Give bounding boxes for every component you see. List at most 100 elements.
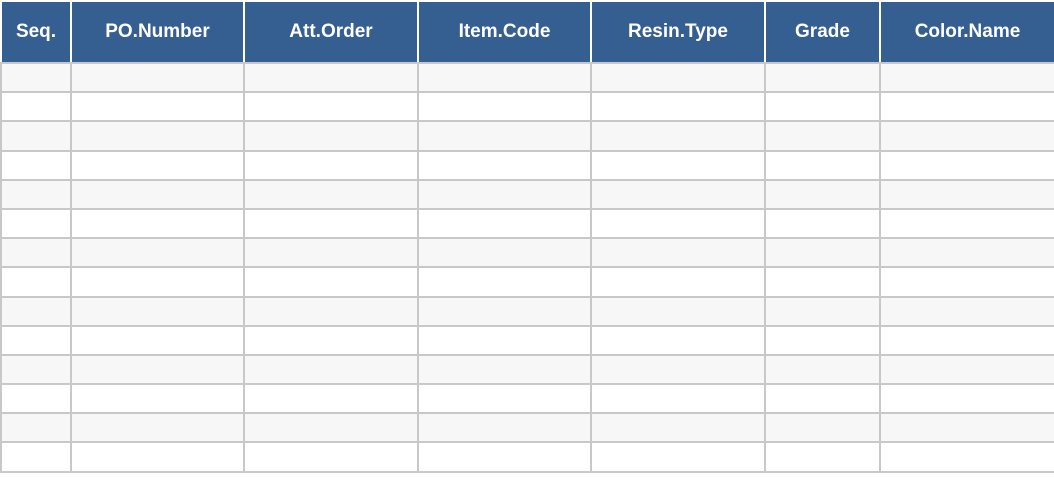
- table-cell[interactable]: [590, 207, 766, 240]
- table-cell[interactable]: [879, 353, 1054, 386]
- table-cell[interactable]: [70, 266, 245, 298]
- column-header-po-number[interactable]: PO.Number: [70, 0, 245, 64]
- table-cell[interactable]: [0, 383, 72, 415]
- table-cell[interactable]: [879, 295, 1054, 327]
- table-cell[interactable]: [590, 61, 766, 94]
- table-cell[interactable]: [590, 91, 766, 123]
- table-cell[interactable]: [70, 295, 245, 327]
- column-header-att-order[interactable]: Att.Order: [243, 0, 419, 64]
- table-cell[interactable]: [243, 91, 419, 123]
- table-cell[interactable]: [0, 207, 72, 240]
- table-cell[interactable]: [879, 324, 1054, 356]
- table-cell[interactable]: [243, 295, 419, 327]
- table-cell[interactable]: [764, 61, 881, 94]
- table-cell[interactable]: [417, 91, 592, 123]
- table-cell[interactable]: [0, 120, 72, 152]
- table-cell[interactable]: [764, 207, 881, 240]
- table-cell[interactable]: [764, 441, 881, 473]
- table-cell[interactable]: [590, 383, 766, 415]
- table-cell[interactable]: [879, 237, 1054, 269]
- table-cell[interactable]: [70, 383, 245, 415]
- table-cell[interactable]: [590, 120, 766, 152]
- table-cell[interactable]: [70, 178, 245, 210]
- table-cell[interactable]: [764, 178, 881, 210]
- table-cell[interactable]: [70, 91, 245, 123]
- table-cell[interactable]: [417, 383, 592, 415]
- table-cell[interactable]: [243, 324, 419, 356]
- table-cell[interactable]: [417, 149, 592, 181]
- table-cell[interactable]: [243, 61, 419, 94]
- column-header-color-name[interactable]: Color.Name: [879, 0, 1054, 64]
- table-cell[interactable]: [0, 149, 72, 181]
- table-cell[interactable]: [243, 412, 419, 444]
- table-cell[interactable]: [879, 441, 1054, 473]
- table-cell[interactable]: [0, 266, 72, 298]
- table-cell[interactable]: [590, 178, 766, 210]
- table-cell[interactable]: [70, 61, 245, 94]
- table-cell[interactable]: [0, 295, 72, 327]
- table-cell[interactable]: [417, 207, 592, 240]
- table-cell[interactable]: [879, 412, 1054, 444]
- table-cell[interactable]: [0, 324, 72, 356]
- table-cell[interactable]: [879, 383, 1054, 415]
- table-cell[interactable]: [590, 441, 766, 473]
- table-cell[interactable]: [417, 324, 592, 356]
- table-cell[interactable]: [764, 383, 881, 415]
- table-cell[interactable]: [0, 91, 72, 123]
- table-cell[interactable]: [590, 412, 766, 444]
- table-cell[interactable]: [590, 324, 766, 356]
- table-cell[interactable]: [417, 61, 592, 94]
- table-cell[interactable]: [590, 149, 766, 181]
- table-cell[interactable]: [70, 237, 245, 269]
- table-cell[interactable]: [70, 207, 245, 240]
- column-header-item-code[interactable]: Item.Code: [417, 0, 592, 64]
- table-cell[interactable]: [764, 120, 881, 152]
- table-cell[interactable]: [764, 266, 881, 298]
- table-cell[interactable]: [590, 266, 766, 298]
- table-cell[interactable]: [417, 120, 592, 152]
- table-cell[interactable]: [0, 237, 72, 269]
- table-cell[interactable]: [417, 237, 592, 269]
- table-cell[interactable]: [0, 178, 72, 210]
- table-cell[interactable]: [243, 441, 419, 473]
- table-cell[interactable]: [70, 149, 245, 181]
- table-cell[interactable]: [764, 149, 881, 181]
- table-cell[interactable]: [243, 120, 419, 152]
- table-cell[interactable]: [70, 441, 245, 473]
- table-cell[interactable]: [0, 353, 72, 386]
- table-cell[interactable]: [764, 295, 881, 327]
- table-cell[interactable]: [243, 353, 419, 386]
- table-cell[interactable]: [0, 412, 72, 444]
- table-cell[interactable]: [879, 61, 1054, 94]
- table-cell[interactable]: [879, 91, 1054, 123]
- table-cell[interactable]: [243, 178, 419, 210]
- table-cell[interactable]: [243, 207, 419, 240]
- table-cell[interactable]: [764, 324, 881, 356]
- table-cell[interactable]: [879, 207, 1054, 240]
- table-cell[interactable]: [417, 441, 592, 473]
- column-header-resin-type[interactable]: Resin.Type: [590, 0, 766, 64]
- table-cell[interactable]: [0, 61, 72, 94]
- table-cell[interactable]: [417, 295, 592, 327]
- table-cell[interactable]: [764, 237, 881, 269]
- column-header-grade[interactable]: Grade: [764, 0, 881, 64]
- table-cell[interactable]: [243, 266, 419, 298]
- table-cell[interactable]: [243, 383, 419, 415]
- table-cell[interactable]: [764, 91, 881, 123]
- table-cell[interactable]: [70, 353, 245, 386]
- table-cell[interactable]: [590, 295, 766, 327]
- table-cell[interactable]: [0, 441, 72, 473]
- table-cell[interactable]: [243, 237, 419, 269]
- table-cell[interactable]: [764, 353, 881, 386]
- table-cell[interactable]: [70, 412, 245, 444]
- table-cell[interactable]: [243, 149, 419, 181]
- table-cell[interactable]: [417, 178, 592, 210]
- table-cell[interactable]: [70, 324, 245, 356]
- table-cell[interactable]: [417, 353, 592, 386]
- column-header-seq[interactable]: Seq.: [0, 0, 72, 64]
- table-cell[interactable]: [879, 120, 1054, 152]
- table-cell[interactable]: [764, 412, 881, 444]
- table-cell[interactable]: [590, 353, 766, 386]
- table-cell[interactable]: [417, 412, 592, 444]
- table-cell[interactable]: [590, 237, 766, 269]
